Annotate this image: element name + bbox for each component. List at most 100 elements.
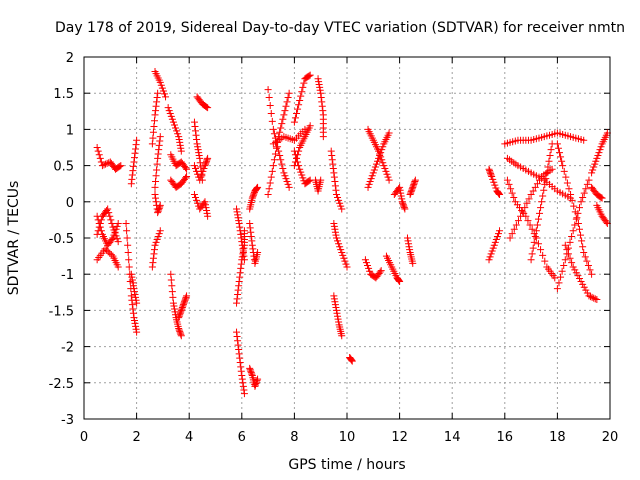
data-point <box>560 262 568 270</box>
data-point <box>317 89 325 97</box>
data-point <box>175 312 183 320</box>
data-point <box>492 235 500 243</box>
data-point <box>575 275 583 283</box>
data-point <box>132 293 140 301</box>
data-point <box>580 248 588 256</box>
data-point <box>234 211 242 219</box>
data-point <box>546 151 554 159</box>
data-point <box>248 237 256 245</box>
data-point <box>560 167 568 175</box>
data-point <box>265 185 273 193</box>
data-point <box>521 204 529 212</box>
data-point <box>486 253 494 261</box>
data-point <box>204 212 212 220</box>
y-axis-label: SDTVAR / TECUs <box>6 181 22 296</box>
data-point <box>129 305 137 313</box>
data-point <box>107 216 115 224</box>
data-point <box>532 234 540 242</box>
data-point <box>297 168 305 176</box>
data-point <box>540 186 548 194</box>
data-point <box>506 234 514 242</box>
data-point <box>154 233 162 241</box>
data-point <box>169 299 177 307</box>
data-point <box>400 202 408 210</box>
data-point <box>366 267 374 275</box>
y-tick-label: -2.5 <box>49 377 74 392</box>
data-point <box>101 245 109 253</box>
data-point <box>192 127 200 135</box>
data-point <box>154 209 162 217</box>
data-point <box>371 163 379 171</box>
data-point <box>127 270 135 278</box>
data-point <box>332 231 340 239</box>
data-point <box>408 186 416 194</box>
data-point <box>95 223 103 231</box>
data-point <box>491 238 499 246</box>
data-point <box>201 198 209 206</box>
data-point <box>597 193 605 201</box>
data-point <box>505 180 513 188</box>
data-point <box>177 306 185 314</box>
data-point <box>580 283 588 291</box>
data-point <box>514 217 522 225</box>
data-point <box>269 125 277 133</box>
data-point <box>151 241 159 249</box>
data-point <box>240 256 248 264</box>
data-point <box>593 154 601 162</box>
data-point <box>203 103 211 111</box>
y-tick-label: 0 <box>66 196 74 211</box>
data-point <box>197 163 205 171</box>
data-point <box>180 299 188 307</box>
data-point <box>156 133 164 141</box>
x-tick-label: 0 <box>80 430 88 445</box>
data-point <box>178 305 186 313</box>
data-point <box>395 277 403 285</box>
data-point <box>409 259 417 267</box>
data-point <box>273 144 281 152</box>
data-point <box>410 179 418 187</box>
data-point <box>568 259 576 267</box>
data-point <box>334 315 342 323</box>
data-point <box>529 244 537 252</box>
data-point <box>253 184 261 192</box>
data-point <box>362 259 370 267</box>
data-point <box>96 220 104 228</box>
data-point <box>524 217 532 225</box>
data-point <box>238 375 246 383</box>
data-point <box>265 94 273 102</box>
data-point <box>239 379 247 387</box>
data-point <box>191 123 199 131</box>
data-point <box>269 162 277 170</box>
data-point <box>154 154 162 162</box>
data-point <box>316 83 324 91</box>
data-point <box>175 136 183 144</box>
data-point <box>290 118 298 126</box>
data-point <box>331 225 339 233</box>
data-point <box>372 160 380 168</box>
data-point <box>384 173 392 181</box>
data-point <box>342 260 350 268</box>
data-point <box>306 71 314 79</box>
data-point <box>152 238 160 246</box>
data-point <box>530 238 538 246</box>
data-point <box>598 194 606 202</box>
data-point <box>396 186 404 194</box>
data-point <box>251 382 259 390</box>
data-point <box>150 123 158 131</box>
data-point <box>332 306 340 314</box>
data-point <box>157 81 165 89</box>
data-point <box>583 289 591 297</box>
data-point <box>331 228 339 236</box>
data-point <box>495 190 503 198</box>
data-point <box>175 133 183 141</box>
data-point <box>270 156 278 164</box>
data-point <box>129 282 137 290</box>
data-point <box>177 144 185 152</box>
data-point <box>597 143 605 151</box>
y-tick-label: 0.5 <box>53 160 74 175</box>
data-point <box>239 245 247 253</box>
data-point <box>561 256 569 264</box>
data-point <box>156 203 164 211</box>
data-point <box>487 171 495 179</box>
data-point <box>109 223 117 231</box>
